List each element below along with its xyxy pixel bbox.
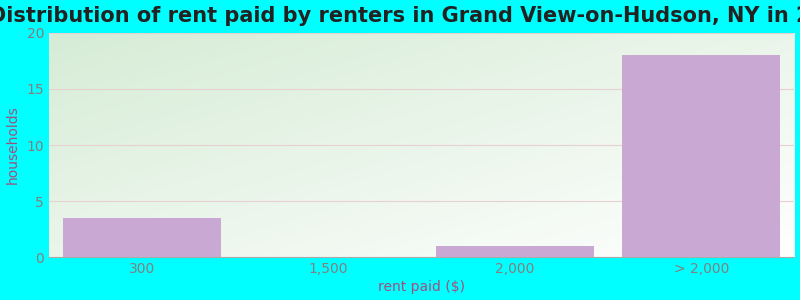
Bar xyxy=(436,246,594,257)
X-axis label: rent paid ($): rent paid ($) xyxy=(378,280,466,294)
Bar xyxy=(622,55,781,257)
Y-axis label: households: households xyxy=(6,106,19,184)
Bar xyxy=(63,218,222,257)
Title: Distribution of rent paid by renters in Grand View-on-Hudson, NY in 2022: Distribution of rent paid by renters in … xyxy=(0,6,800,26)
